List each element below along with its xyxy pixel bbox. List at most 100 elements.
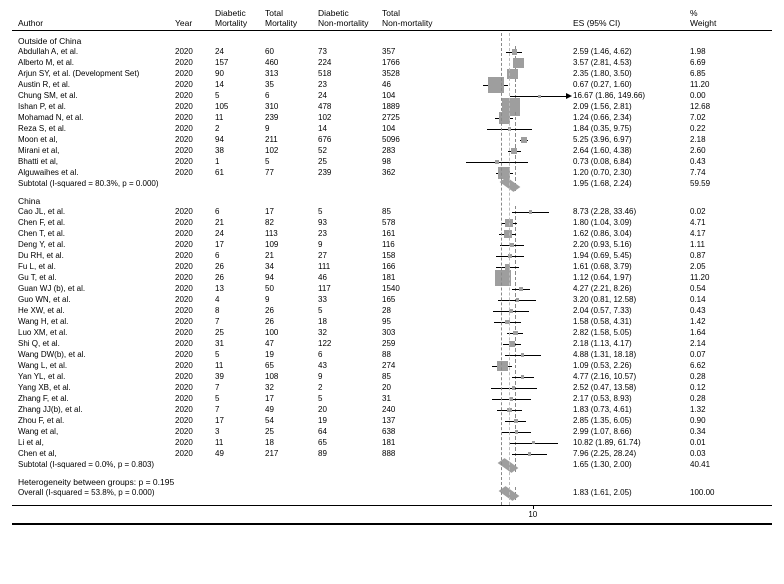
table-row: Gu T, et al.20202694461811.12 (0.64, 1.9… <box>0 273 784 284</box>
table-row: Zhang F, et al.20205175312.17 (0.53, 8.9… <box>0 394 784 405</box>
effect-box <box>521 353 524 356</box>
cell-year: 2020 <box>175 317 215 327</box>
cell-author: Chen et al, <box>18 449 188 459</box>
cell-es: 0.73 (0.08, 6.84) <box>573 157 683 167</box>
rule-footer <box>12 523 772 525</box>
cell-tm: 19 <box>265 350 315 360</box>
cell-es: 1.20 (0.70, 2.30) <box>573 168 683 178</box>
cell-dm: 3 <box>215 427 265 437</box>
cell-dn: 5 <box>318 207 373 217</box>
cell-tm: 102 <box>265 146 315 156</box>
cell-tm: 60 <box>265 47 315 57</box>
cell-weight: 0.12 <box>690 383 750 393</box>
cell-es: 1.62 (0.86, 3.04) <box>573 229 683 239</box>
cell-weight: 6.62 <box>690 361 750 371</box>
cell-tn: 357 <box>382 47 437 57</box>
cell-year: 2020 <box>175 146 215 156</box>
effect-box <box>511 148 517 154</box>
cell-dn: 23 <box>318 80 373 90</box>
cell-dm: 24 <box>215 229 265 239</box>
effect-box <box>515 430 518 433</box>
cell-dm: 14 <box>215 80 265 90</box>
subtotal-row: Subtotal (I-squared = 80.3%, p = 0.000)1… <box>0 179 784 190</box>
effect-box <box>495 160 498 163</box>
cell-dm: 7 <box>215 405 265 415</box>
cell-es: 7.96 (2.25, 28.24) <box>573 449 683 459</box>
cell-weight: 0.43 <box>690 306 750 316</box>
cell-weight: 1.11 <box>690 240 750 250</box>
cell-author: Li et al, <box>18 438 188 448</box>
table-row: Ishan P, et al.202010531047818892.09 (1.… <box>0 102 784 113</box>
cell-dm: 2 <box>215 124 265 134</box>
cell-dn: 14 <box>318 124 373 134</box>
table-row: Moon et al,20209421167650965.25 (3.96, 6… <box>0 135 784 146</box>
cell-tn: 46 <box>382 80 437 90</box>
cell-dn: 111 <box>318 262 373 272</box>
cell-weight: 6.85 <box>690 69 750 79</box>
cell-author: Gu T, et al. <box>18 273 188 283</box>
axis-tick <box>533 505 534 509</box>
table-row: Arjun SY, et al. (Development Set)202090… <box>0 69 784 80</box>
effect-box <box>504 230 512 238</box>
cell-es: 1.24 (0.66, 2.34) <box>573 113 683 123</box>
cell-author: Shi Q, et al. <box>18 339 188 349</box>
cell-year: 2020 <box>175 124 215 134</box>
cell-author: Bhatti et al, <box>18 157 188 167</box>
cell-dn: 6 <box>318 350 373 360</box>
cell-tm: 17 <box>265 207 315 217</box>
cell-weight: 0.28 <box>690 372 750 382</box>
cell-weight: 0.03 <box>690 449 750 459</box>
cell-weight: 0.28 <box>690 394 750 404</box>
table-row: Chen F, et al.20202182935781.80 (1.04, 3… <box>0 218 784 229</box>
cell-author: Alguwaihes et al. <box>18 168 188 178</box>
cell-tm: 34 <box>265 262 315 272</box>
cell-es: 2.82 (1.58, 5.05) <box>573 328 683 338</box>
cell-es: 4.77 (2.16, 10.57) <box>573 372 683 382</box>
table-row: Wang L, et al.20201165432741.09 (0.53, 2… <box>0 361 784 372</box>
table-row: Du RH, et al.2020621271581.94 (0.69, 5.4… <box>0 251 784 262</box>
overall-row: Overall (I-squared = 53.8%, p = 0.000)1.… <box>0 488 784 499</box>
overall-effect-line <box>509 33 510 505</box>
axis-tick-label: 10 <box>528 510 537 520</box>
cell-tm: 32 <box>265 383 315 393</box>
effect-box <box>538 95 541 98</box>
rule-bottom <box>12 505 772 506</box>
effect-box <box>528 452 531 455</box>
cell-dn: 224 <box>318 58 373 68</box>
cell-year: 2020 <box>175 240 215 250</box>
cell-tn: 578 <box>382 218 437 228</box>
cell-dn: 23 <box>318 229 373 239</box>
table-row: Luo XM, et al.202025100323032.82 (1.58, … <box>0 328 784 339</box>
cell-dm: 94 <box>215 135 265 145</box>
cell-author: Wang DW(b), et al. <box>18 350 188 360</box>
table-row: Fu L, et al.202026341111661.61 (0.68, 3.… <box>0 262 784 273</box>
cell-es: 2.18 (1.13, 4.17) <box>573 339 683 349</box>
cell-es: 2.64 (1.60, 4.38) <box>573 146 683 156</box>
cell-tm: 49 <box>265 405 315 415</box>
col-year: Year <box>175 18 192 29</box>
cell-year: 2020 <box>175 427 215 437</box>
col-tm-2: Mortality <box>265 18 297 29</box>
table-row: Chen T, et al.202024113231611.62 (0.86, … <box>0 229 784 240</box>
cell-author: Austin R, et al. <box>18 80 188 90</box>
cell-es: 1.84 (0.35, 9.75) <box>573 124 683 134</box>
cell-tn: 85 <box>382 372 437 382</box>
cell-weight: 2.60 <box>690 146 750 156</box>
cell-tm: 211 <box>265 135 315 145</box>
cell-tn: 158 <box>382 251 437 261</box>
cell-es: 16.67 (1.86, 149.66) <box>573 91 683 101</box>
cell-dm: 49 <box>215 449 265 459</box>
cell-year: 2020 <box>175 372 215 382</box>
arrow-right-icon <box>566 93 572 99</box>
cell-tn: 888 <box>382 449 437 459</box>
table-row: Guo WN, et al.202049331653.20 (0.81, 12.… <box>0 295 784 306</box>
effect-box <box>512 386 515 389</box>
cell-weight: 4.17 <box>690 229 750 239</box>
cell-year: 2020 <box>175 207 215 217</box>
cell-dn: 478 <box>318 102 373 112</box>
subtotal-row: Subtotal (I-squared = 0.0%, p = 0.803)1.… <box>0 460 784 471</box>
cell-dm: 105 <box>215 102 265 112</box>
cell-dm: 11 <box>215 361 265 371</box>
cell-dn: 9 <box>318 372 373 382</box>
cell-tm: 239 <box>265 113 315 123</box>
